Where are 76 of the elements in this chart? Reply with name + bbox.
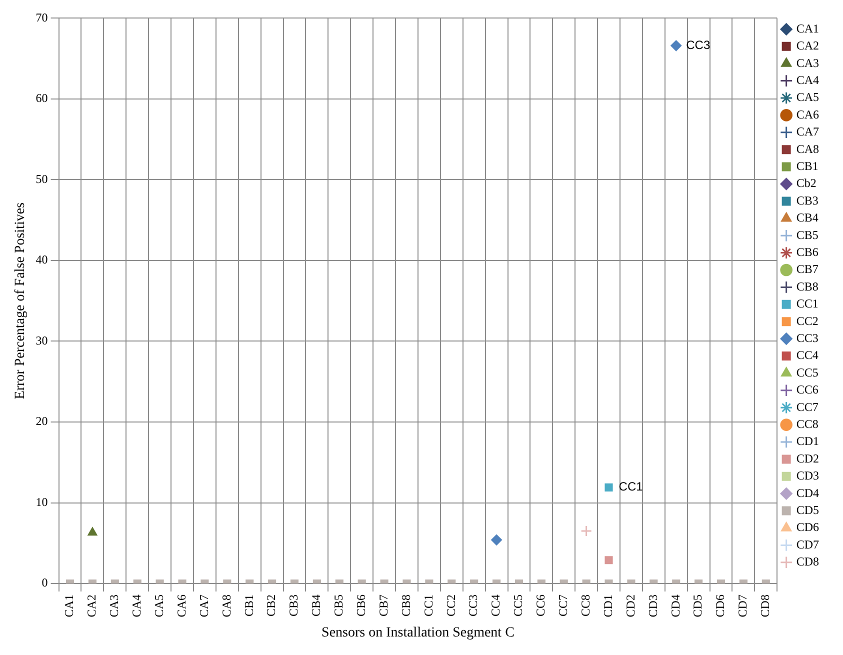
y-axis-title: Error Percentage of False Positives: [13, 202, 28, 400]
x-tick-label: CD6: [713, 594, 728, 618]
y-tick-label: 40: [36, 252, 48, 267]
y-tick-label: 20: [36, 414, 48, 428]
legend-label: CB7: [796, 262, 818, 276]
legend-label: CA3: [796, 56, 819, 70]
legend-label: CC5: [796, 365, 818, 380]
legend-label: CD7: [796, 537, 819, 552]
x-tick-label: CD2: [623, 594, 638, 618]
legend-label: CA7: [796, 124, 819, 139]
x-tick-label: CB8: [398, 594, 413, 617]
x-tick-label: CC5: [511, 594, 526, 617]
legend-label: CA4: [796, 72, 819, 87]
y-tick-label: 50: [36, 172, 48, 186]
x-tick-label: CC8: [578, 594, 592, 617]
x-tick-label: CA2: [84, 594, 99, 618]
y-tick-label: 10: [36, 494, 48, 509]
x-tick-label: CB2: [264, 594, 278, 617]
legend-label: CA1: [796, 21, 819, 36]
y-tick-label: 70: [36, 10, 48, 24]
x-tick-label: CD3: [646, 594, 660, 618]
x-axis-title: Sensors on Installation Segment C: [322, 625, 514, 640]
x-tick-label: CB6: [354, 594, 368, 617]
x-tick-label: CD1: [600, 594, 615, 618]
legend-label: CD6: [796, 520, 819, 534]
x-tick-label: CC3: [466, 594, 480, 617]
legend-label: CB5: [796, 228, 818, 242]
legend-label: CB1: [796, 158, 818, 173]
x-tick-label: CA7: [196, 594, 211, 618]
x-tick-label: CB7: [376, 594, 390, 617]
annotation: CC3: [686, 38, 710, 52]
y-tick-label: 0: [42, 576, 48, 590]
legend-label: CB4: [796, 210, 818, 225]
x-tick-label: CA1: [62, 594, 76, 618]
legend-label: CD1: [796, 434, 819, 448]
y-tick-label: 30: [36, 333, 48, 348]
legend-label: CC8: [796, 416, 818, 431]
x-tick-label: CC4: [488, 594, 503, 617]
legend-label: Cb2: [796, 176, 816, 190]
legend-label: CB6: [796, 244, 818, 259]
legend-label: CB3: [796, 193, 818, 208]
legend-label: CC7: [796, 400, 818, 414]
annotation: CC1: [618, 480, 644, 494]
x-tick-label: CA5: [152, 594, 166, 618]
legend-label: CC4: [796, 348, 818, 362]
legend-label: CA5: [796, 90, 819, 104]
x-tick-label: CB4: [309, 594, 324, 617]
x-tick-label: CB1: [242, 594, 256, 617]
x-tick-label: CC1: [421, 594, 436, 617]
legend-label: CA8: [796, 142, 819, 156]
x-tick-label: CC6: [534, 594, 548, 617]
legend-label: CB8: [796, 279, 818, 294]
legend-label: CC2: [796, 314, 818, 328]
x-tick-label: CA4: [130, 594, 144, 618]
x-tick-label: CA6: [174, 594, 188, 618]
legend-label: CD4: [796, 486, 819, 500]
x-tick-label: CD5: [690, 594, 705, 618]
legend-label: CC3: [796, 330, 818, 345]
legend-label: CD8: [796, 554, 819, 569]
legend-label: CC6: [796, 382, 818, 397]
x-tick-label: CC2: [444, 594, 458, 617]
x-tick-label: CD4: [668, 594, 682, 618]
x-tick-label: CC7: [556, 594, 570, 617]
x-tick-label: CD7: [736, 594, 750, 618]
y-tick-label: 60: [36, 91, 48, 106]
legend-label: CA6: [796, 107, 819, 122]
legend-label: CA2: [796, 38, 819, 53]
legend-label: CD5: [796, 502, 819, 517]
x-tick-label: CB3: [286, 594, 301, 617]
x-tick-label: CA3: [107, 594, 122, 618]
legend-label: CD2: [796, 451, 819, 466]
x-tick-label: CA8: [219, 594, 234, 618]
x-tick-label: CD8: [758, 594, 772, 618]
legend-label: CD3: [796, 468, 819, 483]
x-tick-label: CB5: [332, 594, 346, 617]
legend-label: CC1: [796, 296, 818, 311]
